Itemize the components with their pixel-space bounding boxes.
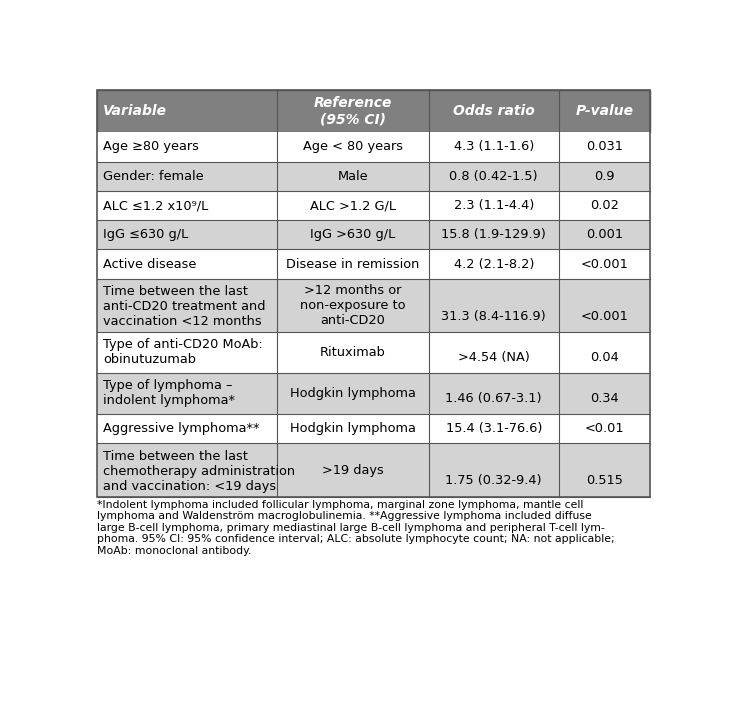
Bar (429, 373, 558, 414)
Bar (277, 191, 429, 220)
Text: 0.02: 0.02 (590, 199, 619, 212)
Text: Male: Male (338, 169, 368, 183)
Text: <0.001: <0.001 (580, 309, 628, 322)
Bar (277, 444, 429, 497)
Bar (558, 373, 650, 414)
Text: Time between the last
anti-CD20 treatment and
vaccination <12 months: Time between the last anti-CD20 treatmen… (103, 285, 265, 328)
Bar (429, 414, 558, 444)
Text: Aggressive lymphoma**: Aggressive lymphoma** (103, 422, 260, 435)
Text: 1.46 (0.67-3.1): 1.46 (0.67-3.1) (445, 392, 542, 405)
Text: 4.3 (1.1-1.6): 4.3 (1.1-1.6) (453, 141, 534, 154)
Text: 0.9: 0.9 (594, 169, 615, 183)
Text: 15.4 (3.1-76.6): 15.4 (3.1-76.6) (445, 422, 542, 435)
Bar (98, 220, 277, 249)
Bar (98, 444, 277, 497)
Bar (277, 220, 429, 249)
Bar (277, 90, 429, 132)
Text: <0.001: <0.001 (580, 258, 628, 271)
Text: 0.04: 0.04 (590, 351, 619, 364)
Bar (558, 90, 650, 132)
Bar (277, 332, 429, 373)
Bar (98, 332, 277, 373)
Bar (429, 249, 558, 279)
Bar (277, 162, 429, 191)
Bar (98, 249, 277, 279)
Bar (98, 279, 277, 332)
Bar (558, 249, 650, 279)
Bar (558, 414, 650, 444)
Bar (277, 132, 429, 162)
Text: ALC >1.2 G/L: ALC >1.2 G/L (310, 199, 396, 212)
Text: 0.031: 0.031 (586, 141, 623, 154)
Text: Age < 80 years: Age < 80 years (303, 141, 403, 154)
Text: 0.515: 0.515 (586, 475, 623, 488)
Text: Type of lymphoma –
indolent lymphoma*: Type of lymphoma – indolent lymphoma* (103, 379, 235, 407)
Bar (98, 90, 650, 132)
Text: Age ≥80 years: Age ≥80 years (103, 141, 198, 154)
Text: *Indolent lymphoma included follicular lymphoma, marginal zone lymphoma, mantle : *Indolent lymphoma included follicular l… (98, 500, 615, 556)
Bar (429, 279, 558, 332)
Text: <0.01: <0.01 (585, 422, 624, 435)
Bar (98, 132, 277, 162)
Text: IgG ≤630 g/L: IgG ≤630 g/L (103, 228, 188, 241)
Bar (558, 332, 650, 373)
Text: 0.34: 0.34 (590, 392, 619, 405)
Bar (429, 444, 558, 497)
Text: 4.2 (2.1-8.2): 4.2 (2.1-8.2) (453, 258, 534, 271)
Text: Odds ratio: Odds ratio (453, 104, 534, 118)
Text: 15.8 (1.9-129.9): 15.8 (1.9-129.9) (441, 228, 546, 241)
Text: Gender: female: Gender: female (103, 169, 203, 183)
Bar (429, 332, 558, 373)
Text: >12 months or
non-exposure to
anti-CD20: >12 months or non-exposure to anti-CD20 (300, 284, 405, 327)
Bar (277, 249, 429, 279)
Bar (429, 162, 558, 191)
Bar (98, 191, 277, 220)
Text: 0.001: 0.001 (585, 228, 623, 241)
Text: >19 days: >19 days (322, 464, 383, 477)
Text: Reference
(95% CI): Reference (95% CI) (313, 96, 392, 126)
Text: Rituximab: Rituximab (320, 346, 386, 359)
Bar (98, 90, 277, 132)
Text: 1.75 (0.32-9.4): 1.75 (0.32-9.4) (445, 475, 542, 488)
Bar (558, 132, 650, 162)
Bar (558, 444, 650, 497)
Text: Type of anti-CD20 MoAb:
obinutuzumab: Type of anti-CD20 MoAb: obinutuzumab (103, 338, 262, 366)
Bar (98, 162, 277, 191)
Bar (429, 191, 558, 220)
Bar (277, 414, 429, 444)
Bar (558, 191, 650, 220)
Bar (98, 90, 650, 497)
Bar (558, 162, 650, 191)
Text: P-value: P-value (575, 104, 634, 118)
Bar (277, 279, 429, 332)
Text: IgG >630 g/L: IgG >630 g/L (311, 228, 396, 241)
Bar (429, 132, 558, 162)
Text: Active disease: Active disease (103, 258, 196, 271)
Text: Variable: Variable (103, 104, 167, 118)
Text: 31.3 (8.4-116.9): 31.3 (8.4-116.9) (442, 309, 546, 322)
Text: ALC ≤1.2 x10⁹/L: ALC ≤1.2 x10⁹/L (103, 199, 208, 212)
Text: Disease in remission: Disease in remission (286, 258, 420, 271)
Text: Time between the last
chemotherapy administration
and vaccination: <19 days: Time between the last chemotherapy admin… (103, 449, 295, 493)
Text: 0.8 (0.42-1.5): 0.8 (0.42-1.5) (450, 169, 538, 183)
Bar (429, 90, 558, 132)
Bar (98, 373, 277, 414)
Bar (558, 220, 650, 249)
Text: >4.54 (NA): >4.54 (NA) (458, 351, 530, 364)
Text: Hodgkin lymphoma: Hodgkin lymphoma (290, 387, 416, 400)
Bar (429, 220, 558, 249)
Text: Hodgkin lymphoma: Hodgkin lymphoma (290, 422, 416, 435)
Bar (277, 373, 429, 414)
Bar (558, 279, 650, 332)
Text: 2.3 (1.1-4.4): 2.3 (1.1-4.4) (453, 199, 534, 212)
Bar (98, 414, 277, 444)
